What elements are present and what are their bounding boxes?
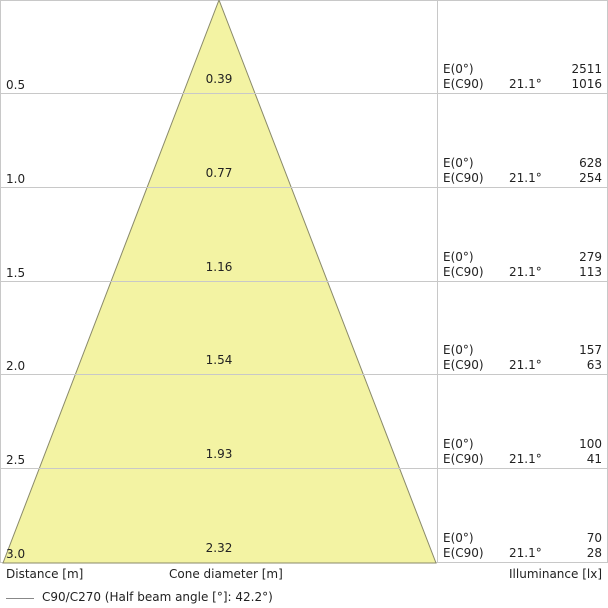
ec90-label: E(C90) — [443, 171, 484, 185]
ec90-label: E(C90) — [443, 265, 484, 279]
e0-value: 100 — [579, 437, 602, 451]
e0-label: E(0°) — [443, 343, 474, 357]
ec90-value: 28 — [586, 546, 602, 560]
e0-label: E(0°) — [443, 531, 474, 545]
e0-value: 70 — [586, 531, 602, 545]
cone-diameter-label: 1.93 — [205, 447, 233, 461]
ec90-value: 113 — [579, 265, 602, 279]
distance-tick-label: 2.0 — [6, 359, 26, 373]
cone-diameter-label: 0.77 — [205, 166, 233, 180]
half-angle-label: 21.1° — [509, 77, 542, 91]
e0-label: E(0°) — [443, 62, 474, 76]
e0-value: 157 — [579, 343, 602, 357]
ec90-value: 41 — [586, 452, 602, 466]
half-angle-label: 21.1° — [509, 265, 542, 279]
cone-diameter-label: 0.39 — [205, 72, 233, 86]
distance-tick-label: 1.0 — [6, 172, 26, 186]
ec90-value: 1016 — [571, 77, 602, 91]
distance-tick-label: 2.5 — [6, 453, 26, 467]
e0-label: E(0°) — [443, 437, 474, 451]
legend-line — [6, 598, 34, 599]
e0-label: E(0°) — [443, 250, 474, 264]
distance-tick-label: 1.5 — [6, 266, 26, 280]
e0-value: 279 — [579, 250, 602, 264]
cone-diameter-label: 2.32 — [205, 541, 233, 555]
half-angle-label: 21.1° — [509, 546, 542, 560]
distance-tick-label: 3.0 — [6, 547, 26, 561]
half-angle-label: 21.1° — [509, 171, 542, 185]
ec90-label: E(C90) — [443, 77, 484, 91]
ec90-label: E(C90) — [443, 546, 484, 560]
ec90-label: E(C90) — [443, 358, 484, 372]
ec90-label: E(C90) — [443, 452, 484, 466]
distance-axis-label: Distance [m] — [6, 567, 84, 581]
half-angle-label: 21.1° — [509, 452, 542, 466]
ec90-value: 254 — [579, 171, 602, 185]
legend-text: C90/C270 (Half beam angle [°]: 42.2°) — [42, 590, 273, 604]
ec90-value: 63 — [586, 358, 602, 372]
cone-diameter-label: 1.54 — [205, 353, 233, 367]
half-angle-label: 21.1° — [509, 358, 542, 372]
illuminance-axis-label: Illuminance [lx] — [509, 567, 602, 581]
e0-value: 628 — [579, 156, 602, 170]
e0-label: E(0°) — [443, 156, 474, 170]
cone-diameter-axis-label: Cone diameter [m] — [169, 567, 283, 581]
distance-tick-label: 0.5 — [6, 78, 26, 92]
e0-value: 2511 — [571, 62, 602, 76]
cone-diameter-label: 1.16 — [205, 260, 233, 274]
